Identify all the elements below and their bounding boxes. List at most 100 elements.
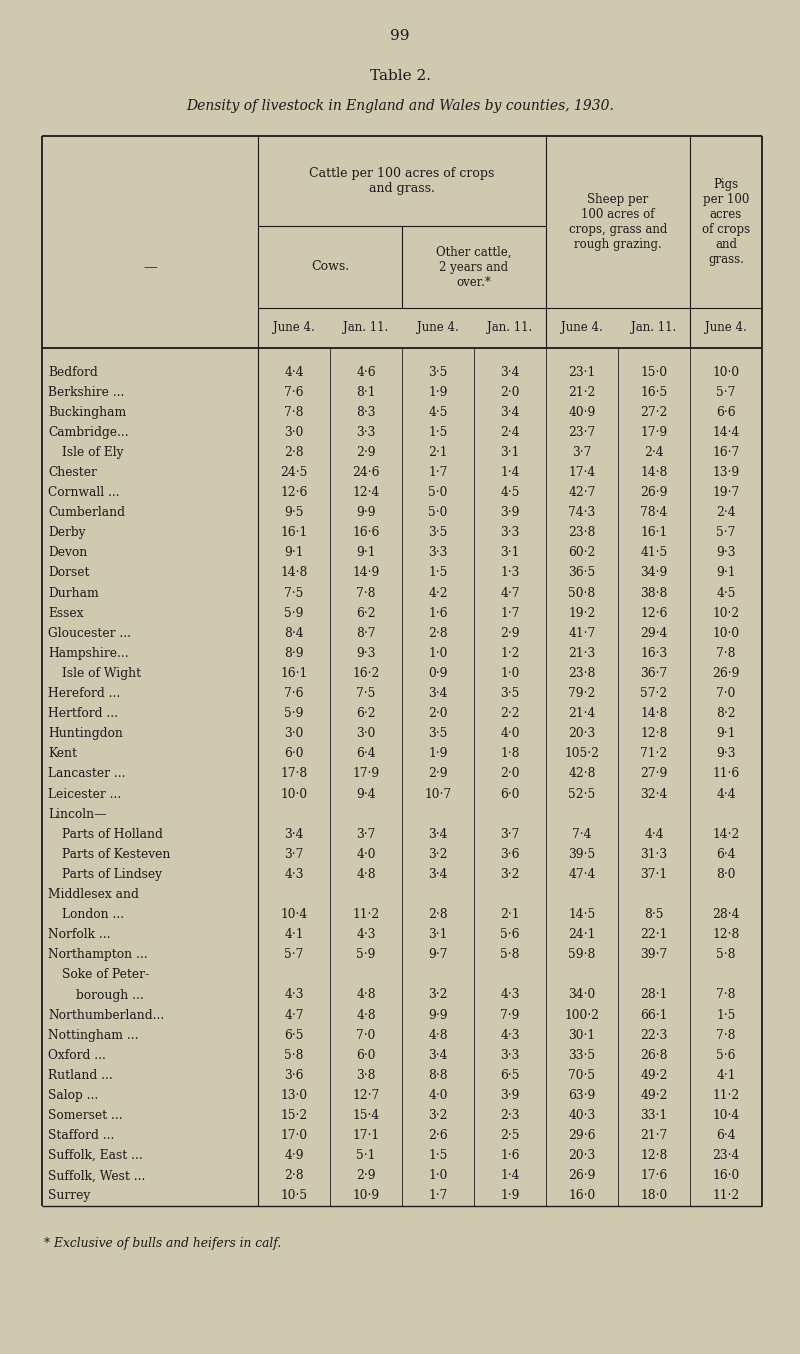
- Text: 6·2: 6·2: [356, 707, 376, 720]
- Text: Other cattle,
2 years and
over.*: Other cattle, 2 years and over.*: [436, 245, 512, 288]
- Text: 3·2: 3·2: [428, 988, 448, 1002]
- Text: 36·5: 36·5: [568, 566, 596, 580]
- Text: 3·7: 3·7: [356, 827, 376, 841]
- Text: Cornwall ...: Cornwall ...: [48, 486, 120, 500]
- Text: 17·4: 17·4: [568, 466, 596, 479]
- Text: 79·2: 79·2: [568, 686, 596, 700]
- Text: 9·3: 9·3: [716, 547, 736, 559]
- Text: 4·7: 4·7: [500, 586, 520, 600]
- Text: 14·5: 14·5: [568, 909, 596, 921]
- Text: 7·8: 7·8: [284, 406, 304, 418]
- Text: 10·0: 10·0: [281, 788, 307, 800]
- Text: Cattle per 100 acres of crops
and grass.: Cattle per 100 acres of crops and grass.: [310, 167, 494, 195]
- Text: * Exclusive of bulls and heifers in calf.: * Exclusive of bulls and heifers in calf…: [44, 1238, 282, 1251]
- Text: 22·1: 22·1: [640, 929, 668, 941]
- Text: 2·9: 2·9: [428, 768, 448, 780]
- Text: Stafford ...: Stafford ...: [48, 1129, 114, 1143]
- Text: 23·7: 23·7: [568, 427, 596, 439]
- Text: 10·7: 10·7: [425, 788, 451, 800]
- Text: 39·5: 39·5: [568, 848, 596, 861]
- Text: 1·4: 1·4: [500, 1170, 520, 1182]
- Text: 12·8: 12·8: [712, 929, 740, 941]
- Text: 3·4: 3·4: [428, 868, 448, 881]
- Text: 9·1: 9·1: [356, 547, 376, 559]
- Text: 4·3: 4·3: [284, 868, 304, 881]
- Text: 3·4: 3·4: [284, 827, 304, 841]
- Text: Berkshire ...: Berkshire ...: [48, 386, 124, 398]
- Text: 3·5: 3·5: [428, 527, 448, 539]
- Text: 4·0: 4·0: [428, 1089, 448, 1102]
- Text: Devon: Devon: [48, 547, 87, 559]
- Text: 11·6: 11·6: [712, 768, 740, 780]
- Text: 7·8: 7·8: [716, 1029, 736, 1041]
- Text: Derby: Derby: [48, 527, 86, 539]
- Text: 3·0: 3·0: [356, 727, 376, 741]
- Text: 20·3: 20·3: [568, 1150, 596, 1162]
- Text: Norfolk ...: Norfolk ...: [48, 929, 110, 941]
- Text: 40·9: 40·9: [568, 406, 596, 418]
- Text: 1·8: 1·8: [500, 747, 520, 761]
- Text: 41·5: 41·5: [640, 547, 668, 559]
- Text: 15·2: 15·2: [280, 1109, 308, 1122]
- Text: 49·2: 49·2: [640, 1068, 668, 1082]
- Text: 59·8: 59·8: [568, 948, 596, 961]
- Text: 19·2: 19·2: [568, 607, 596, 620]
- Text: 1·9: 1·9: [428, 747, 448, 761]
- Text: 74·3: 74·3: [568, 506, 596, 519]
- Text: Surrey: Surrey: [48, 1189, 90, 1202]
- Text: 4·4: 4·4: [716, 788, 736, 800]
- Text: 5·9: 5·9: [356, 948, 376, 961]
- Text: Parts of Holland: Parts of Holland: [62, 827, 163, 841]
- Text: Middlesex and: Middlesex and: [48, 888, 139, 900]
- Text: 2·8: 2·8: [428, 909, 448, 921]
- Text: 3·2: 3·2: [428, 1109, 448, 1122]
- Text: Parts of Lindsey: Parts of Lindsey: [62, 868, 162, 881]
- Text: 78·4: 78·4: [640, 506, 668, 519]
- Text: 3·4: 3·4: [500, 366, 520, 379]
- Text: 15·4: 15·4: [352, 1109, 380, 1122]
- Text: 17·1: 17·1: [353, 1129, 379, 1143]
- Text: 2·0: 2·0: [428, 707, 448, 720]
- Text: June 4.: June 4.: [561, 321, 603, 334]
- Text: Essex: Essex: [48, 607, 83, 620]
- Text: June 4.: June 4.: [705, 321, 747, 334]
- Text: 26·9: 26·9: [712, 668, 740, 680]
- Text: 3·6: 3·6: [500, 848, 520, 861]
- Text: 5·8: 5·8: [716, 948, 736, 961]
- Text: 9·9: 9·9: [356, 506, 376, 519]
- Text: Soke of Peter-: Soke of Peter-: [62, 968, 149, 982]
- Text: Lincoln—: Lincoln—: [48, 807, 106, 821]
- Text: 6·4: 6·4: [716, 1129, 736, 1143]
- Text: 27·2: 27·2: [640, 406, 668, 418]
- Text: 28·4: 28·4: [712, 909, 740, 921]
- Text: 21·4: 21·4: [568, 707, 596, 720]
- Text: 34·0: 34·0: [568, 988, 596, 1002]
- Text: 14·9: 14·9: [352, 566, 380, 580]
- Text: 3·9: 3·9: [500, 506, 520, 519]
- Text: borough ...: borough ...: [76, 988, 144, 1002]
- Text: 40·3: 40·3: [568, 1109, 596, 1122]
- Text: 5·1: 5·1: [356, 1150, 376, 1162]
- Text: 1·7: 1·7: [428, 466, 448, 479]
- Text: Huntingdon: Huntingdon: [48, 727, 123, 741]
- Text: Kent: Kent: [48, 747, 77, 761]
- Text: 2·4: 2·4: [644, 445, 664, 459]
- Text: 14·4: 14·4: [712, 427, 740, 439]
- Text: 14·8: 14·8: [280, 566, 308, 580]
- Text: 2·5: 2·5: [500, 1129, 520, 1143]
- Text: 27·9: 27·9: [640, 768, 668, 780]
- Text: 22·3: 22·3: [640, 1029, 668, 1041]
- Text: 3·2: 3·2: [428, 848, 448, 861]
- Text: 16·0: 16·0: [712, 1170, 740, 1182]
- Text: Northumberland...: Northumberland...: [48, 1009, 164, 1022]
- Text: 38·8: 38·8: [640, 586, 668, 600]
- Text: 57·2: 57·2: [640, 686, 668, 700]
- Text: 4·3: 4·3: [500, 988, 520, 1002]
- Text: 12·4: 12·4: [352, 486, 380, 500]
- Text: 33·1: 33·1: [641, 1109, 667, 1122]
- Text: 4·9: 4·9: [284, 1150, 304, 1162]
- Text: 2·4: 2·4: [500, 427, 520, 439]
- Text: 6·5: 6·5: [500, 1068, 520, 1082]
- Text: 3·4: 3·4: [428, 827, 448, 841]
- Text: 10·5: 10·5: [281, 1189, 307, 1202]
